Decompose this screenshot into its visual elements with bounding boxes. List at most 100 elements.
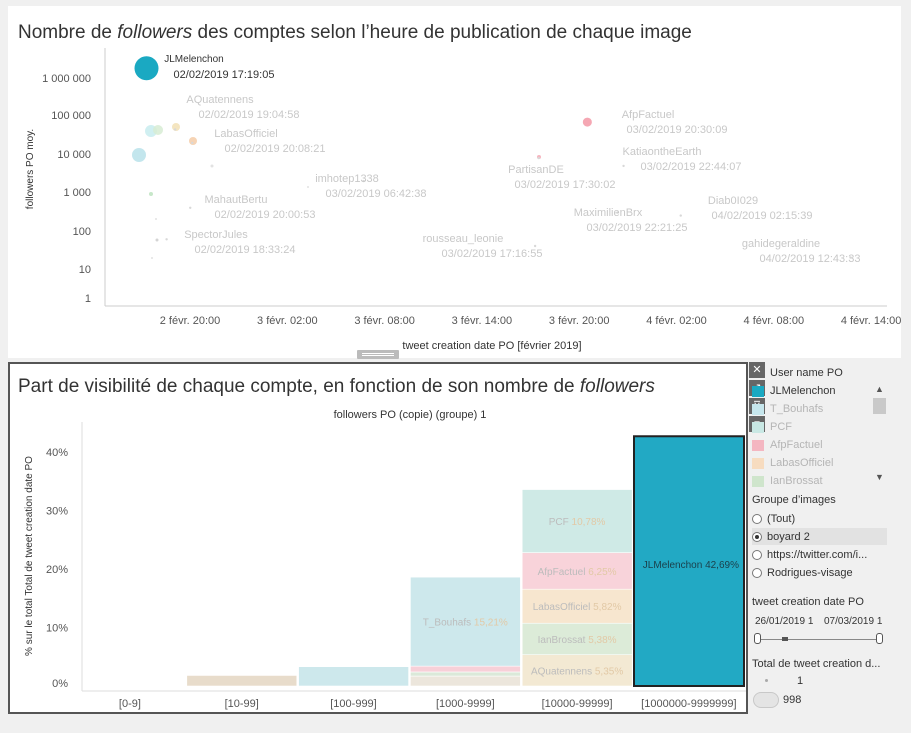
date-slider-track[interactable] bbox=[756, 639, 882, 640]
y-tick-label: 100 000 bbox=[51, 110, 91, 122]
x-tick-label: 4 févr. 14:00 bbox=[841, 315, 901, 327]
point-mark bbox=[189, 137, 197, 145]
x-tick-label: 2 févr. 20:00 bbox=[160, 315, 221, 327]
legend-item[interactable]: IanBrossat bbox=[752, 473, 823, 489]
group-option-label: https://twitter.com/i... bbox=[767, 548, 868, 561]
point-mark bbox=[849, 256, 852, 259]
size-max-marker bbox=[753, 692, 779, 708]
group-option[interactable]: (Tout) bbox=[752, 510, 887, 527]
point-mark bbox=[153, 125, 163, 135]
point-label-date: 04/02/2019 02:15:39 bbox=[712, 210, 813, 222]
radio-icon[interactable] bbox=[752, 567, 762, 578]
legend-swatch bbox=[752, 457, 764, 469]
radio-icon[interactable] bbox=[752, 513, 762, 524]
scroll-down-icon[interactable]: ▼ bbox=[875, 472, 884, 482]
bar-segment bbox=[521, 654, 633, 687]
y-tick-label: 10 000 bbox=[57, 149, 91, 161]
point-mark bbox=[582, 117, 592, 127]
panel-resize-handle[interactable] bbox=[357, 350, 399, 359]
group-option[interactable]: Rodrigues-visage bbox=[752, 564, 887, 581]
point-label-date: 02/02/2019 17:19:05 bbox=[174, 69, 275, 81]
point-mark bbox=[537, 156, 540, 160]
legend-item-label: JLMelenchon bbox=[770, 385, 836, 397]
point-label-name: SpectorJules bbox=[184, 229, 248, 241]
scatter-panel: Nombre de followers des comptes selon l’… bbox=[8, 6, 901, 358]
point-label-date: 03/02/2019 17:16:55 bbox=[442, 248, 543, 260]
radio-icon[interactable] bbox=[752, 531, 762, 542]
y-tick-label: 40% bbox=[46, 447, 68, 459]
legend-item[interactable]: T_Bouhafs bbox=[752, 401, 823, 417]
point-mark bbox=[151, 257, 153, 259]
bar-segment bbox=[298, 666, 409, 687]
legend-swatch bbox=[752, 439, 764, 451]
legend-item-label: T_Bouhafs bbox=[770, 403, 824, 415]
y-tick-label: 1 000 000 bbox=[42, 73, 91, 85]
legend-item[interactable]: PCF bbox=[752, 419, 792, 435]
bar-header: followers PO (copie) (groupe) 1 bbox=[334, 409, 487, 421]
bar-panel: Part de visibilité de chaque compte, en … bbox=[8, 362, 748, 714]
size-min-marker bbox=[765, 679, 768, 682]
point-label-date: 02/02/2019 18:33:24 bbox=[195, 244, 296, 256]
date-slider-end-handle[interactable] bbox=[876, 633, 883, 644]
segment-label: AfpFactuel 6,25% bbox=[538, 567, 617, 578]
segment-label-name: PCF bbox=[549, 517, 572, 528]
group-filter-title: Groupe d’images bbox=[752, 494, 836, 506]
segment-label-name: IanBrossat bbox=[538, 635, 589, 646]
point-label-name: LabasOfficiel bbox=[214, 128, 277, 140]
y-tick-label: 100 bbox=[73, 226, 91, 238]
y-tick-label: 1 bbox=[85, 293, 91, 305]
x-axis-title: tweet creation date PO [février 2019] bbox=[402, 340, 581, 352]
segment-label: T_Bouhafs 15,21% bbox=[423, 618, 508, 629]
y-tick-label: 0% bbox=[52, 678, 68, 690]
scroll-up-icon[interactable]: ▲ bbox=[875, 384, 884, 394]
x-tick-label: [10000-99999] bbox=[542, 698, 613, 710]
x-tick-label: [1000000-9999999] bbox=[641, 698, 736, 710]
point-mark bbox=[149, 192, 153, 196]
segment-label: IanBrossat 5,38% bbox=[538, 635, 617, 646]
point-mark bbox=[616, 211, 619, 214]
y-tick-label: 10% bbox=[46, 623, 68, 635]
x-tick-label: 4 févr. 08:00 bbox=[744, 315, 805, 327]
point-label-name: MaximilienBrx bbox=[574, 207, 643, 219]
legend-item[interactable]: JLMelenchon bbox=[752, 383, 835, 399]
group-option-label: (Tout) bbox=[767, 512, 796, 525]
group-option[interactable]: boyard 2 bbox=[752, 528, 887, 545]
x-tick-label: 3 févr. 14:00 bbox=[452, 315, 513, 327]
group-option-label: boyard 2 bbox=[767, 530, 810, 543]
segment-label: JLMelenchon 42,69% bbox=[643, 560, 739, 571]
bar-segment bbox=[410, 675, 521, 687]
legend-item[interactable]: LabasOfficiel bbox=[752, 455, 833, 471]
point-mark bbox=[622, 164, 625, 168]
legend-scrollbar[interactable]: ▲ ▼ bbox=[872, 382, 887, 484]
x-tick-label: [100-999] bbox=[330, 698, 376, 710]
size-min-label: 1 bbox=[797, 675, 804, 687]
legend-title: User name PO bbox=[770, 367, 843, 379]
point-label-name: JLMelenchon bbox=[164, 54, 223, 65]
segment-label-name: AfpFactuel bbox=[538, 567, 589, 578]
point-mark bbox=[134, 56, 159, 81]
point-mark bbox=[155, 238, 159, 242]
point-label-name: gahidegeraldine bbox=[742, 238, 820, 250]
legend-item-label: LabasOfficiel bbox=[770, 457, 834, 469]
y-axis-title: followers PO moy. bbox=[25, 129, 36, 209]
point-mark bbox=[155, 218, 157, 220]
point-label-date: 02/02/2019 20:08:21 bbox=[225, 143, 326, 155]
point-label-name: AfpFactuel bbox=[622, 109, 675, 121]
date-slider-start-handle[interactable] bbox=[754, 633, 761, 644]
group-option[interactable]: https://twitter.com/i... bbox=[752, 546, 887, 563]
scroll-thumb[interactable] bbox=[873, 398, 886, 414]
x-tick-label: 3 févr. 02:00 bbox=[257, 315, 318, 327]
radio-icon[interactable] bbox=[752, 549, 762, 560]
bar-segment bbox=[521, 552, 633, 590]
point-label-date: 03/02/2019 17:30:02 bbox=[515, 179, 616, 191]
point-mark bbox=[210, 164, 214, 168]
point-mark bbox=[679, 214, 682, 217]
legend-item[interactable]: AfpFactuel bbox=[752, 437, 823, 453]
point-label-name: KatiaontheEarth bbox=[623, 146, 702, 158]
close-icon[interactable]: ✕ bbox=[749, 362, 765, 378]
y-tick-label: 10 bbox=[79, 264, 91, 276]
point-mark bbox=[132, 148, 146, 162]
segment-label-value: 6,25% bbox=[588, 567, 616, 578]
sidebar: User name PO JLMelenchon T_Bouhafs PCF AfpF… bbox=[752, 362, 902, 714]
date-slider-range bbox=[782, 637, 788, 641]
